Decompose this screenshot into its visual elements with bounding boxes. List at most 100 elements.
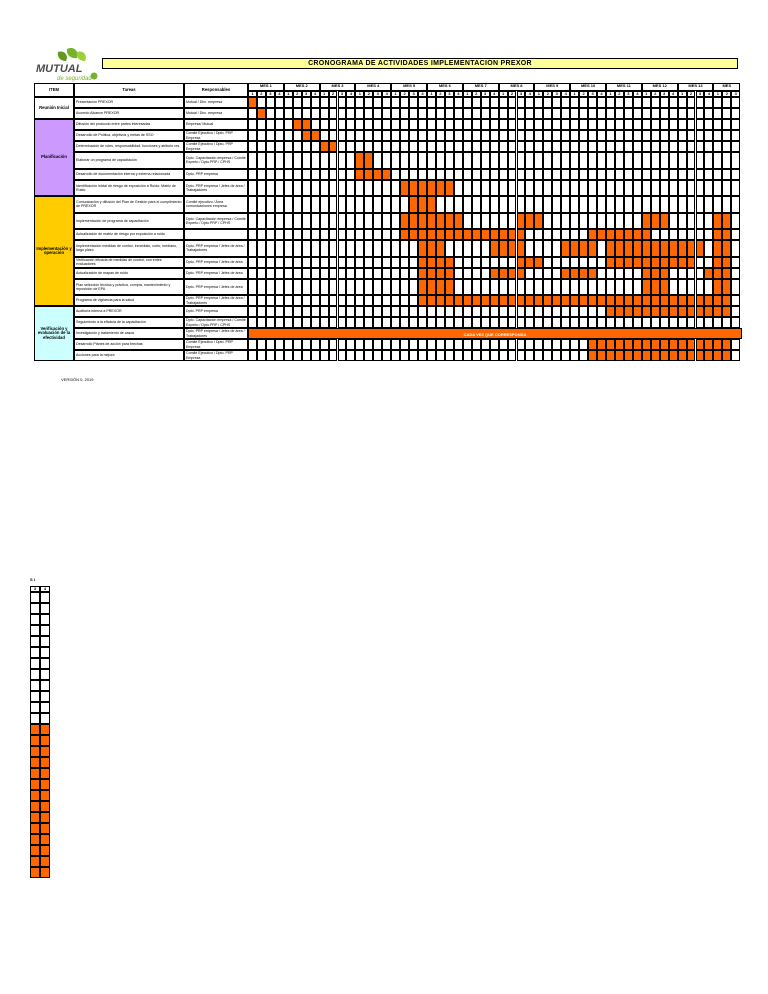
gantt-cell-active [722, 256, 732, 268]
gantt-cell-active [355, 152, 365, 169]
gantt-cell-active [668, 295, 678, 306]
gantt-cell [534, 119, 544, 130]
left-gantt-cell [30, 746, 40, 757]
gantt-cell [462, 108, 472, 119]
gantt-cell [382, 295, 392, 306]
gantt-cell [579, 350, 589, 361]
week-header: 2 [400, 91, 410, 97]
gantt-cell [391, 196, 401, 213]
gantt-cell [373, 306, 383, 317]
gantt-cell-active [471, 295, 481, 306]
gantt-cell [453, 130, 463, 141]
gantt-cell [444, 119, 454, 130]
left-week-header: 3 [30, 586, 40, 592]
gantt-cell [373, 130, 383, 141]
responsable-cell: Comité Ejecutivo / Dpto. PRP Empresa [184, 141, 248, 152]
gantt-cell [346, 295, 356, 306]
gantt-cell [373, 256, 383, 268]
gantt-cell-active [400, 229, 410, 240]
gantt-cell [507, 306, 517, 317]
gantt-cell [641, 130, 651, 141]
gantt-cell [391, 350, 401, 361]
gantt-cell [552, 267, 562, 279]
gantt-cell [248, 339, 257, 350]
gantt-cell [480, 267, 490, 279]
gantt-cell [722, 179, 732, 196]
gantt-cell [516, 196, 526, 213]
gantt-cell [274, 229, 284, 240]
gantt-cell-active [686, 240, 696, 257]
gantt-cell [534, 278, 544, 295]
gantt-cell [498, 108, 508, 119]
gantt-cell [722, 130, 732, 141]
week-header: 4 [453, 91, 463, 97]
gantt-cell [319, 179, 329, 196]
gantt-cell [427, 119, 436, 130]
gantt-cell [355, 267, 365, 279]
gantt-cell [632, 108, 642, 119]
gantt-cell [435, 317, 445, 328]
gantt-cell [588, 256, 598, 268]
gantt-cell [704, 152, 714, 169]
gantt-cell [301, 295, 311, 306]
task-cell: Auditoría interna a PREXOR [74, 306, 184, 317]
gantt-cell [579, 179, 589, 196]
gantt-cell [704, 141, 714, 152]
gantt-cell-active [659, 240, 669, 257]
responsable-cell: Dpto. Capacitación empresa / Comité Expe… [184, 212, 248, 229]
gantt-cell [364, 317, 374, 328]
gantt-cell [256, 267, 266, 279]
gantt-cell [319, 339, 329, 350]
task-cell: Determinación de roles, responsabilidad,… [74, 141, 184, 152]
gantt-cell-active [614, 240, 624, 257]
week-header: 2 [579, 91, 589, 97]
gantt-cell [328, 256, 338, 268]
gantt-cell [570, 212, 580, 229]
week-header: 1 [713, 91, 723, 97]
gantt-cell [507, 212, 517, 229]
left-gantt-cell [30, 735, 40, 746]
gantt-cell [507, 339, 517, 350]
month-header: MES 10 [570, 83, 606, 91]
group-cell: Verificación y evaluación de la efectivi… [34, 306, 74, 361]
gantt-cell [588, 168, 598, 180]
gantt-cell [713, 130, 723, 141]
task-cell: Identificación inicial de riesgo de expo… [74, 179, 184, 196]
gantt-cell [256, 130, 266, 141]
gantt-cell [632, 267, 642, 279]
gantt-cell [543, 240, 553, 257]
gantt-cell-active [659, 295, 669, 306]
week-header: 4 [310, 91, 320, 97]
gantt-cell [462, 306, 472, 317]
gantt-cell-active [659, 350, 669, 361]
gantt-cell [731, 108, 741, 119]
gantt-cell [543, 130, 553, 141]
gantt-cell-active [444, 229, 454, 240]
gantt-cell [543, 317, 553, 328]
gantt-cell [274, 306, 284, 317]
gantt-cell-active [641, 229, 651, 240]
gantt-cell [552, 212, 562, 229]
gantt-cell [391, 229, 401, 240]
gantt-cell [283, 306, 293, 317]
gantt-cell [400, 278, 410, 295]
left-gantt-cell [30, 812, 40, 823]
gantt-cell [391, 306, 401, 317]
gantt-cell [400, 168, 410, 180]
gantt-cell [400, 339, 410, 350]
gantt-cell [552, 168, 562, 180]
gantt-cell [346, 267, 356, 279]
gantt-cell [346, 179, 356, 196]
gantt-cell [346, 350, 356, 361]
gantt-cell-active [301, 119, 311, 130]
task-cell: Implementación medidas de control, inmed… [74, 240, 184, 257]
left-gantt-cell [40, 647, 50, 658]
gantt-cell [704, 212, 714, 229]
gantt-cell [677, 168, 687, 180]
week-header: 2 [256, 91, 266, 97]
gantt-cell-active [516, 240, 526, 257]
gantt-cell [292, 97, 302, 108]
gantt-cell [695, 267, 705, 279]
gantt-cell [265, 196, 275, 213]
gantt-cell [328, 179, 338, 196]
